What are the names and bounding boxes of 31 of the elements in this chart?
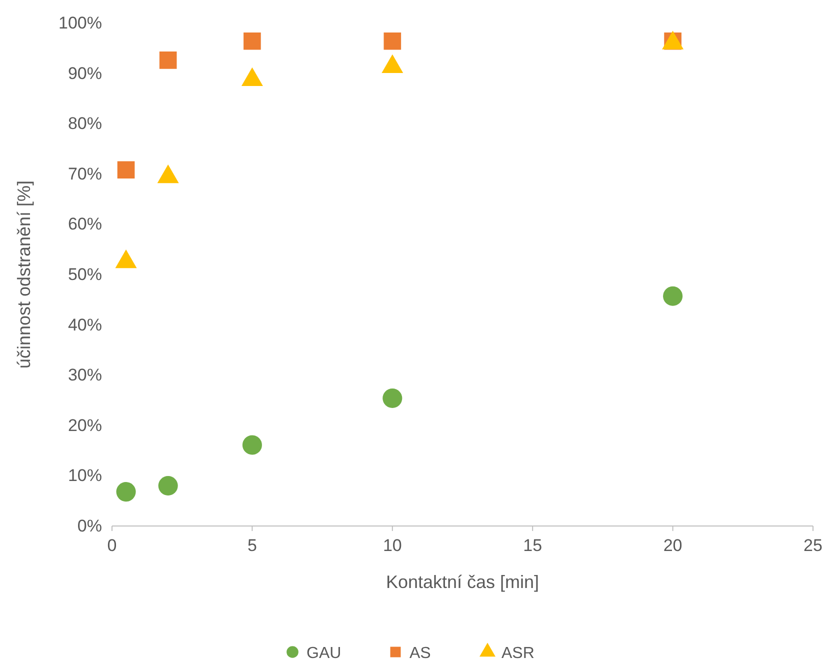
y-tick-label: 80% xyxy=(68,114,102,134)
point xyxy=(117,161,135,179)
point xyxy=(242,435,262,455)
y-tick-label: 0% xyxy=(77,516,102,536)
point xyxy=(159,52,177,69)
point xyxy=(158,476,178,496)
legend-label: ASR xyxy=(502,645,534,662)
y-tick-label: 30% xyxy=(68,366,102,385)
x-axis-title: Kontaktní čas [min] xyxy=(386,572,540,592)
y-tick-label: 50% xyxy=(68,264,102,284)
y-tick-label: 90% xyxy=(68,64,102,83)
x-tick-label: 0 xyxy=(107,536,117,555)
y-tick-label: 70% xyxy=(68,164,102,184)
legend-label: AS xyxy=(410,645,431,662)
point xyxy=(116,482,136,502)
y-tick-label: 60% xyxy=(68,214,102,234)
y-tick-label: 20% xyxy=(68,416,102,435)
point xyxy=(244,32,261,50)
x-tick-label: 15 xyxy=(523,536,542,555)
x-tick-label: 10 xyxy=(382,536,402,555)
x-tick-label: 5 xyxy=(247,536,257,555)
y-axis-title: účinnost odstranění [%] xyxy=(14,180,34,369)
point xyxy=(384,32,402,50)
y-tick-label: 10% xyxy=(68,466,102,486)
legend-label: GAU xyxy=(306,645,342,662)
point xyxy=(382,388,402,408)
x-tick-label: 25 xyxy=(804,536,822,555)
y-tick-label: 40% xyxy=(68,315,102,334)
x-tick-label: 20 xyxy=(663,536,682,555)
point xyxy=(663,286,683,306)
y-tick-label: 100% xyxy=(58,13,102,32)
